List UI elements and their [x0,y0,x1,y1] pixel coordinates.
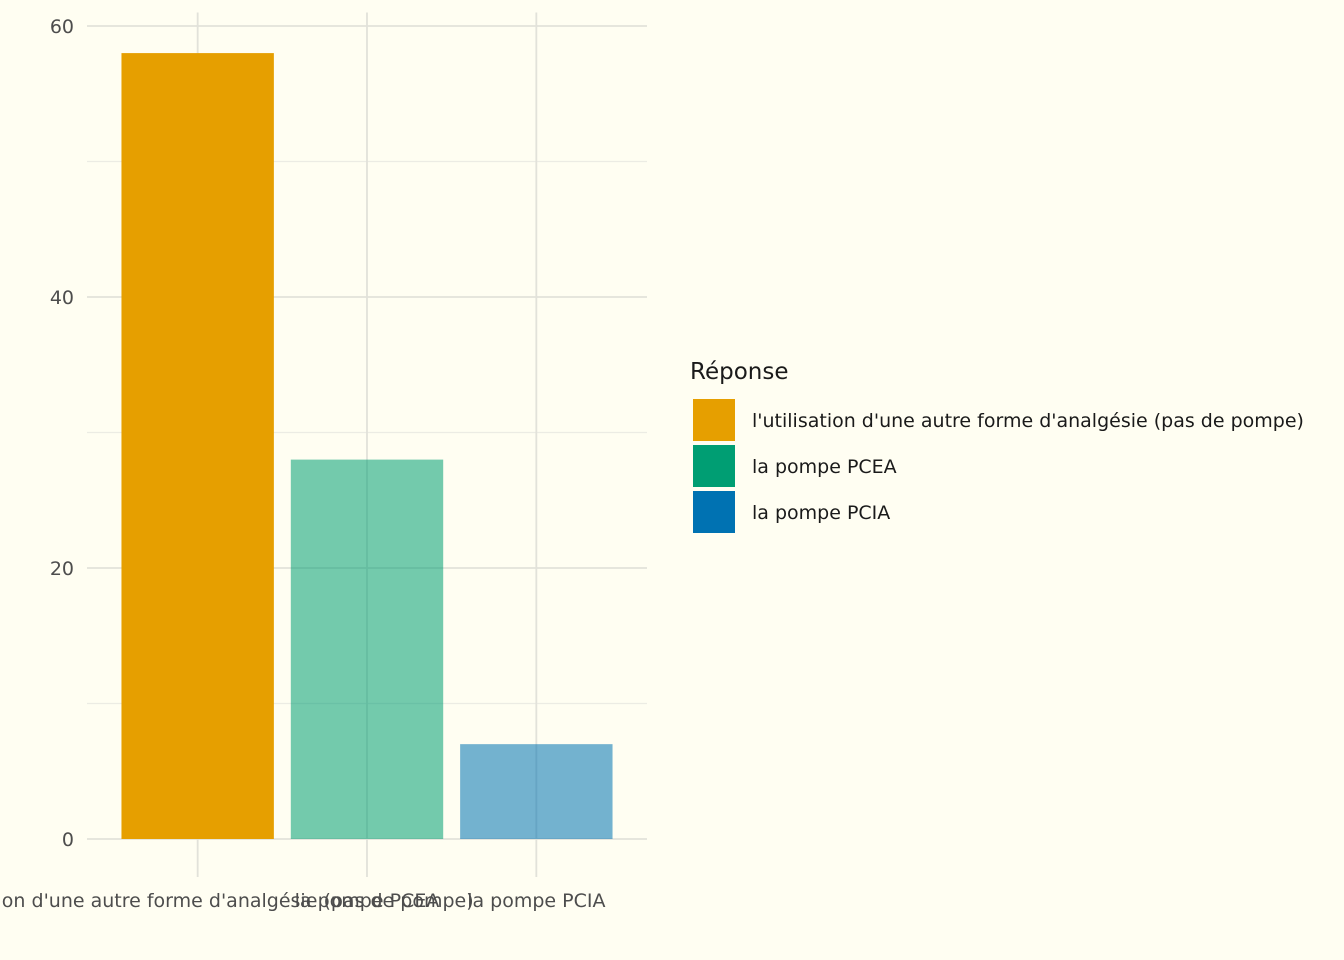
y-tick-label: 0 [62,829,74,851]
legend-key [693,445,735,487]
x-tick-label: l'utilisation d'une autre forme d'analgé… [0,890,474,912]
x-tick-label: la pompe PCIA [467,890,605,912]
legend: Réponse l'utilisation d'une autre forme … [690,359,1304,533]
bars [121,53,613,840]
bar-1 [121,53,274,840]
x-axis-ticks: l'utilisation d'une autre forme d'analgé… [0,890,605,912]
legend-key [693,399,735,441]
x-tick-label: la pompe PCEA [295,890,440,912]
bar-2 [290,459,444,839]
legend-label: l'utilisation d'une autre forme d'analgé… [752,410,1304,432]
y-tick-label: 60 [50,16,74,38]
bar-3 [460,744,613,839]
legend-key [693,491,735,533]
y-axis-ticks: 0 20 40 60 [50,16,74,851]
legend-title: Réponse [690,359,788,385]
y-tick-label: 20 [50,558,74,580]
legend-label: la pompe PCEA [752,456,897,478]
legend-label: la pompe PCIA [752,502,890,524]
y-tick-label: 40 [50,287,74,309]
